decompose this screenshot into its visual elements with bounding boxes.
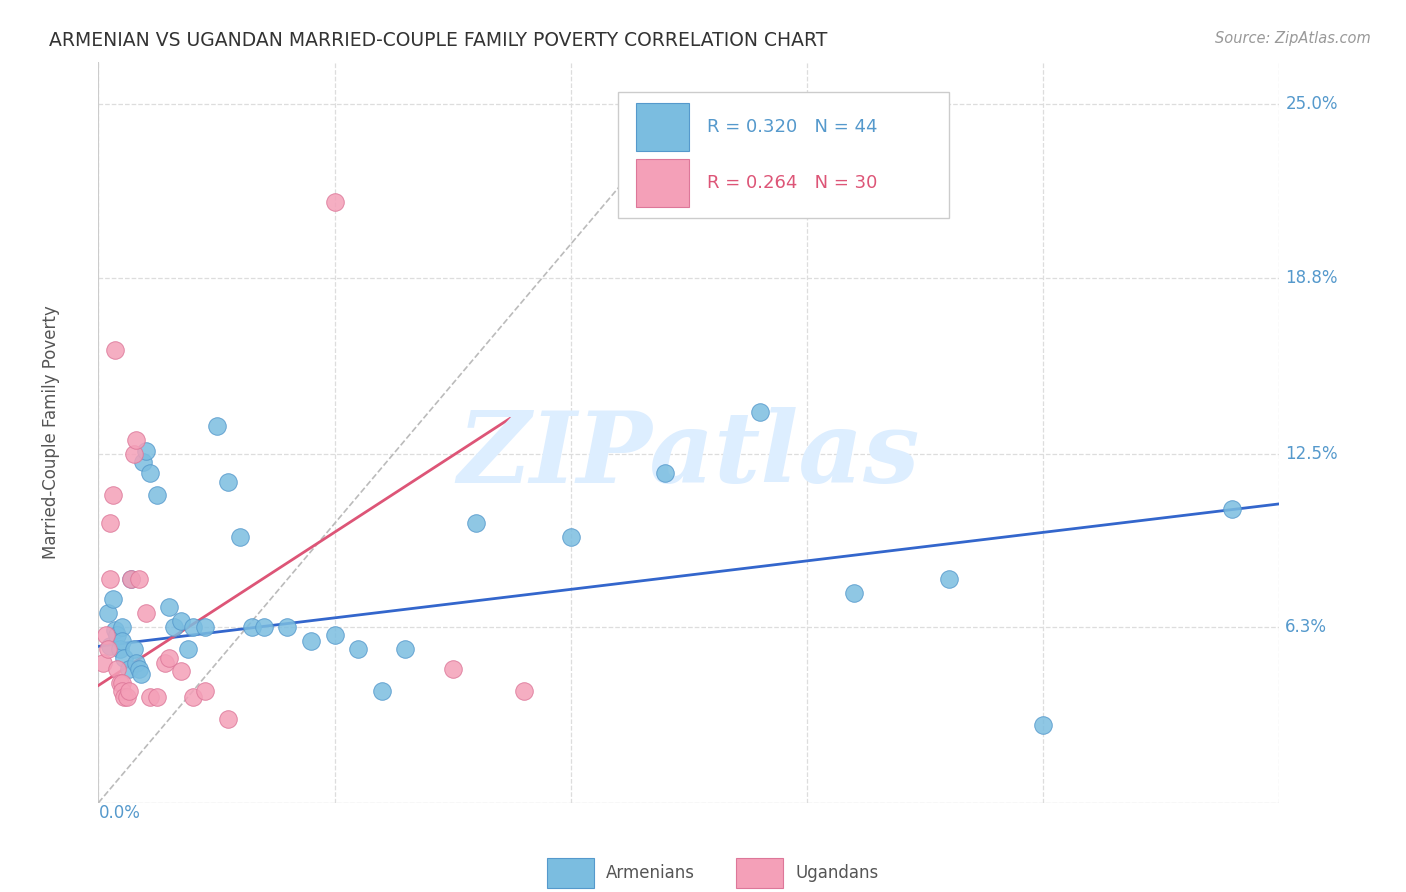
Point: [111, 684, 134, 698]
Point: [139, 690, 162, 704]
Point: [938, 572, 960, 586]
Point: [229, 530, 252, 544]
Point: [347, 642, 370, 657]
Point: [181, 690, 204, 704]
Point: [98, 572, 121, 586]
Point: [394, 642, 416, 657]
Text: R = 0.320   N = 44: R = 0.320 N = 44: [707, 119, 877, 136]
Point: [139, 466, 162, 480]
Text: R = 0.264   N = 30: R = 0.264 N = 30: [707, 174, 877, 192]
Point: [844, 586, 866, 600]
Bar: [619, 92, 949, 218]
Point: [194, 620, 217, 634]
Point: [205, 418, 228, 433]
Point: [512, 684, 534, 698]
Point: [157, 650, 180, 665]
Point: [135, 606, 157, 620]
Text: 18.8%: 18.8%: [1285, 268, 1339, 286]
Point: [181, 620, 204, 634]
Point: [170, 665, 193, 679]
Text: Source: ZipAtlas.com: Source: ZipAtlas.com: [1215, 31, 1371, 46]
Bar: [636, 103, 689, 152]
Point: [112, 650, 135, 665]
Text: Married-Couple Family Poverty: Married-Couple Family Poverty: [42, 306, 60, 559]
Point: [1032, 717, 1054, 731]
Point: [128, 572, 150, 586]
Bar: [737, 858, 783, 888]
Point: [108, 675, 131, 690]
Point: [748, 405, 770, 419]
Point: [111, 675, 134, 690]
Point: [118, 684, 141, 698]
Point: [240, 620, 263, 634]
Point: [111, 620, 134, 634]
Bar: [636, 159, 689, 207]
Point: [125, 433, 148, 447]
Point: [654, 466, 676, 480]
Point: [105, 628, 128, 642]
Point: [112, 690, 135, 704]
Point: [146, 488, 169, 502]
Point: [146, 690, 169, 704]
Text: 6.3%: 6.3%: [1285, 618, 1327, 636]
Point: [121, 572, 143, 586]
Point: [253, 620, 276, 634]
Point: [98, 516, 121, 531]
Point: [129, 667, 152, 681]
Point: [125, 656, 148, 670]
Point: [94, 628, 117, 642]
Text: ARMENIAN VS UGANDAN MARRIED-COUPLE FAMILY POVERTY CORRELATION CHART: ARMENIAN VS UGANDAN MARRIED-COUPLE FAMIL…: [49, 31, 828, 50]
Point: [101, 488, 124, 502]
Point: [217, 712, 239, 726]
Point: [97, 606, 120, 620]
Point: [121, 572, 143, 586]
Point: [122, 642, 145, 657]
Text: Ugandans: Ugandans: [796, 864, 879, 882]
Bar: [547, 858, 595, 888]
Text: ZIPatlas: ZIPatlas: [458, 407, 920, 503]
Point: [132, 455, 155, 469]
Point: [371, 684, 394, 698]
Point: [111, 633, 134, 648]
Point: [104, 623, 127, 637]
Point: [115, 690, 138, 704]
Point: [194, 684, 217, 698]
Point: [299, 633, 322, 648]
Text: 25.0%: 25.0%: [1285, 95, 1339, 113]
Point: [323, 195, 346, 210]
Point: [105, 662, 128, 676]
Text: 12.5%: 12.5%: [1285, 444, 1339, 463]
Point: [163, 620, 186, 634]
Point: [135, 443, 157, 458]
Point: [98, 640, 121, 654]
Point: [128, 662, 150, 676]
Text: Armenians: Armenians: [606, 864, 696, 882]
Point: [104, 343, 127, 358]
Point: [560, 530, 582, 544]
Point: [122, 446, 145, 460]
Point: [177, 642, 200, 657]
Point: [97, 642, 120, 657]
Point: [108, 642, 131, 657]
Point: [441, 662, 464, 676]
Point: [153, 656, 176, 670]
Point: [101, 591, 124, 606]
Point: [91, 656, 114, 670]
Point: [1220, 502, 1243, 516]
Point: [118, 662, 141, 676]
Point: [217, 475, 239, 489]
Point: [170, 614, 193, 628]
Point: [276, 620, 298, 634]
Point: [157, 600, 180, 615]
Text: 0.0%: 0.0%: [98, 805, 141, 822]
Point: [323, 628, 346, 642]
Point: [465, 516, 488, 531]
